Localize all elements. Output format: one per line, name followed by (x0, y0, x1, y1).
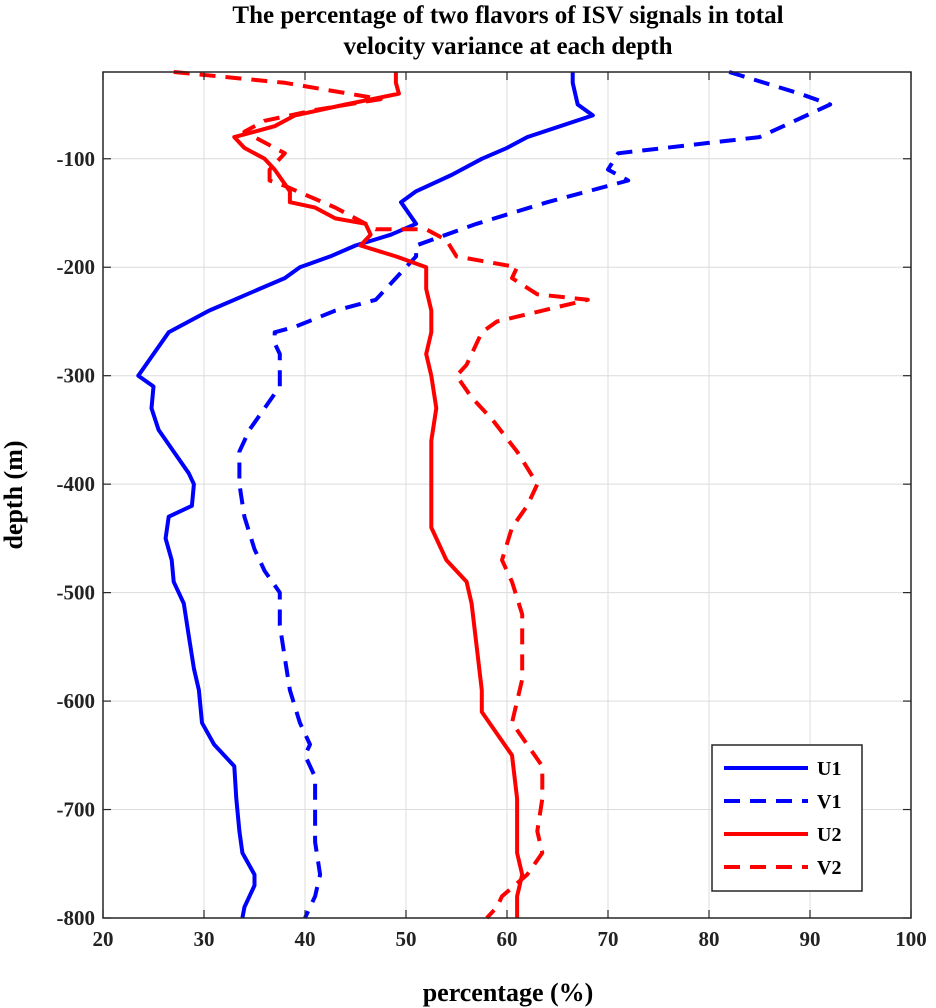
legend-label-v2: V2 (817, 857, 841, 879)
x-axis-label: percentage (%) (423, 978, 594, 1007)
x-tick-label: 100 (895, 927, 927, 951)
x-tick-label: 80 (699, 927, 720, 951)
series-line-v2 (173, 70, 590, 920)
legend-label-u1: U1 (817, 758, 841, 780)
y-tick-label: -300 (57, 364, 96, 388)
x-tick-label: 40 (295, 927, 316, 951)
series-line-u2 (232, 72, 525, 918)
chart-title-line-2: velocity variance at each depth (343, 33, 672, 60)
y-tick-label: -700 (57, 798, 96, 822)
legend-label-u2: U2 (817, 824, 841, 846)
x-tick-label: 60 (497, 927, 518, 951)
y-tick-label: -800 (57, 906, 96, 930)
legend: U1 V1 U2 V2 (711, 744, 863, 892)
y-tick-label: -100 (57, 147, 96, 171)
ticks: 20 30 40 50 60 70 80 90 100 -100 -200 -300 -400 -500 -… (57, 72, 927, 951)
y-axis-label: depth (m) (0, 440, 28, 549)
x-tick-label: 90 (800, 927, 821, 951)
x-tick-label: 20 (93, 927, 114, 951)
x-tick-label: 30 (194, 927, 215, 951)
y-tick-label: -200 (57, 255, 96, 279)
y-tick-label: -600 (57, 689, 96, 713)
x-tick-label: 50 (396, 927, 417, 951)
legend-label-v1: V1 (817, 791, 841, 813)
y-tick-label: -400 (57, 472, 96, 496)
series-line-v1 (237, 70, 833, 919)
x-tick-label: 70 (598, 927, 619, 951)
y-tick-label: -500 (57, 581, 96, 605)
series-line-u1 (136, 72, 595, 919)
chart-title-line-1: The percentage of two flavors of ISV sig… (232, 2, 783, 29)
series-lines (136, 70, 833, 920)
